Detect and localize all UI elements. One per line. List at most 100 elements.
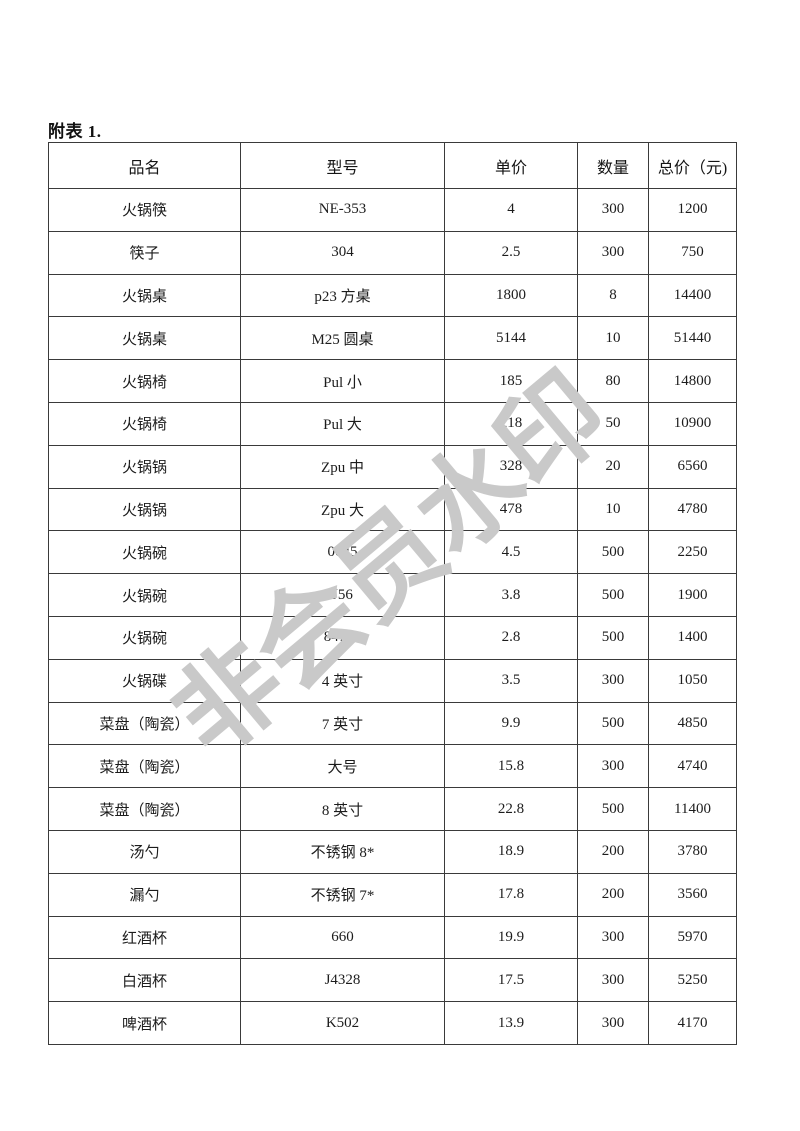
table-cell: 2.5	[444, 230, 578, 275]
table-cell: 菜盘（陶瓷）	[48, 701, 241, 746]
table-cell: 478	[444, 487, 578, 532]
table-cell: 8	[577, 273, 649, 318]
table-row: 火锅筷 NE-353 4 300 1200	[48, 188, 737, 232]
column-header-name: 品名	[48, 142, 241, 189]
table-cell: 11400	[648, 787, 737, 831]
table-cell: 218	[444, 401, 578, 446]
table-cell: 2.8	[444, 615, 578, 660]
table-cell: 500	[577, 573, 649, 617]
table-cell: 13.9	[444, 1001, 578, 1045]
table-cell: Pul 小	[240, 359, 445, 403]
table-row: 火锅椅 Pul 大 218 50 10900	[48, 401, 737, 446]
column-header-unit-price: 单价	[444, 142, 578, 189]
table-cell: 火锅碗	[48, 615, 241, 660]
table-cell: 0045	[240, 530, 445, 575]
table-cell: 漏勺	[48, 872, 241, 917]
table-cell: 80	[577, 359, 649, 403]
table-row: 菜盘（陶瓷） 7 英寸 9.9 500 4850	[48, 701, 737, 746]
table-cell: 9.9	[444, 701, 578, 746]
table-cell: 10900	[648, 401, 737, 446]
table-cell: 8 英寸	[240, 787, 445, 831]
table-cell: 500	[577, 615, 649, 660]
table-cell: 筷子	[48, 230, 241, 275]
table-cell: 10	[577, 487, 649, 532]
column-header-model: 型号	[240, 142, 445, 189]
table-cell: 5970	[648, 915, 737, 960]
table-cell: 750	[648, 230, 737, 275]
table-cell: 304	[240, 230, 445, 275]
table-cell: 4780	[648, 487, 737, 532]
table-row: 菜盘（陶瓷） 8 英寸 22.8 500 11400	[48, 787, 737, 831]
table-cell: 500	[577, 701, 649, 746]
table-cell: 4850	[648, 701, 737, 746]
table-cell: 500	[577, 530, 649, 575]
table-cell: 18.9	[444, 829, 578, 874]
table-header: 品名 型号 单价 数量 总价（元)	[48, 142, 737, 189]
table-cell: 22.8	[444, 787, 578, 831]
table-cell: 汤勺	[48, 829, 241, 874]
table-cell: 啤酒杯	[48, 1001, 241, 1045]
table-cell: 红酒杯	[48, 915, 241, 960]
table-cell: 14400	[648, 273, 737, 318]
table-cell: NE-353	[240, 188, 445, 232]
table-cell: 51440	[648, 316, 737, 361]
table-row: 火锅碗 J56 3.8 500 1900	[48, 573, 737, 617]
table-row: 红酒杯 660 19.9 300 5970	[48, 915, 737, 960]
table-cell: 6560	[648, 444, 737, 489]
table-row: 菜盘（陶瓷） 大号 15.8 300 4740	[48, 744, 737, 789]
table-cell: 4170	[648, 1001, 737, 1045]
table-cell: M25 圆桌	[240, 316, 445, 361]
table-cell: 火锅碟	[48, 658, 241, 703]
table-cell: 5144	[444, 316, 578, 361]
table-row: 火锅桌 M25 圆桌 5144 10 51440	[48, 316, 737, 361]
table-row: 火锅椅 Pul 小 185 80 14800	[48, 359, 737, 403]
table-cell: 菜盘（陶瓷）	[48, 787, 241, 831]
table-cell: 不锈钢 8*	[240, 829, 445, 874]
table-row: 白酒杯 J4328 17.5 300 5250	[48, 958, 737, 1003]
table-row: 火锅碟 4 英寸 3.5 300 1050	[48, 658, 737, 703]
column-header-total-price: 总价（元)	[648, 142, 737, 189]
table-cell: 660	[240, 915, 445, 960]
table-cell: 4740	[648, 744, 737, 789]
table-cell: 不锈钢 7*	[240, 872, 445, 917]
table-cell: 火锅桌	[48, 273, 241, 318]
table-row: 火锅碗 0045 4.5 500 2250	[48, 530, 737, 575]
table-cell: 火锅碗	[48, 530, 241, 575]
table-cell: 1200	[648, 188, 737, 232]
table-cell: 300	[577, 658, 649, 703]
table-cell: 火锅椅	[48, 401, 241, 446]
table-cell: 3780	[648, 829, 737, 874]
table-row: 啤酒杯 K502 13.9 300 4170	[48, 1001, 737, 1045]
table-cell: 菜盘（陶瓷）	[48, 744, 241, 789]
table-cell: 火锅椅	[48, 359, 241, 403]
table-cell: 200	[577, 872, 649, 917]
table-cell: Pul 大	[240, 401, 445, 446]
table-row: 汤勺 不锈钢 8* 18.9 200 3780	[48, 829, 737, 874]
table-cell: 20	[577, 444, 649, 489]
table-cell: 火锅桌	[48, 316, 241, 361]
table-cell: 1400	[648, 615, 737, 660]
table-cell: 17.5	[444, 958, 578, 1003]
table-cell: 300	[577, 1001, 649, 1045]
table-cell: 185	[444, 359, 578, 403]
table-cell: 大号	[240, 744, 445, 789]
table-cell: 1900	[648, 573, 737, 617]
header-row: 品名 型号 单价 数量 总价（元)	[48, 142, 737, 189]
table-cell: 火锅筷	[48, 188, 241, 232]
price-table: 品名 型号 单价 数量 总价（元) 火锅筷 NE-353 4 300 1200 筷子 304…	[48, 142, 737, 1045]
table-row: 火锅碗 84706 2.8 500 1400	[48, 615, 737, 660]
table-cell: J4328	[240, 958, 445, 1003]
table-body: 火锅筷 NE-353 4 300 1200 筷子 304 2.5 300 750 火锅桌 p23 方桌…	[48, 188, 737, 1045]
table-cell: J56	[240, 573, 445, 617]
table-cell: 84706	[240, 615, 445, 660]
table-row: 漏勺 不锈钢 7* 17.8 200 3560	[48, 872, 737, 917]
table-cell: 1800	[444, 273, 578, 318]
table-cell: 50	[577, 401, 649, 446]
table-cell: Zpu 大	[240, 487, 445, 532]
table-row: 火锅桌 p23 方桌 1800 8 14400	[48, 273, 737, 318]
table-cell: 2250	[648, 530, 737, 575]
page-title: 附表 1.	[48, 122, 102, 141]
table-cell: 白酒杯	[48, 958, 241, 1003]
table-cell: 10	[577, 316, 649, 361]
table-row: 火锅锅 Zpu 中 328 20 6560	[48, 444, 737, 489]
